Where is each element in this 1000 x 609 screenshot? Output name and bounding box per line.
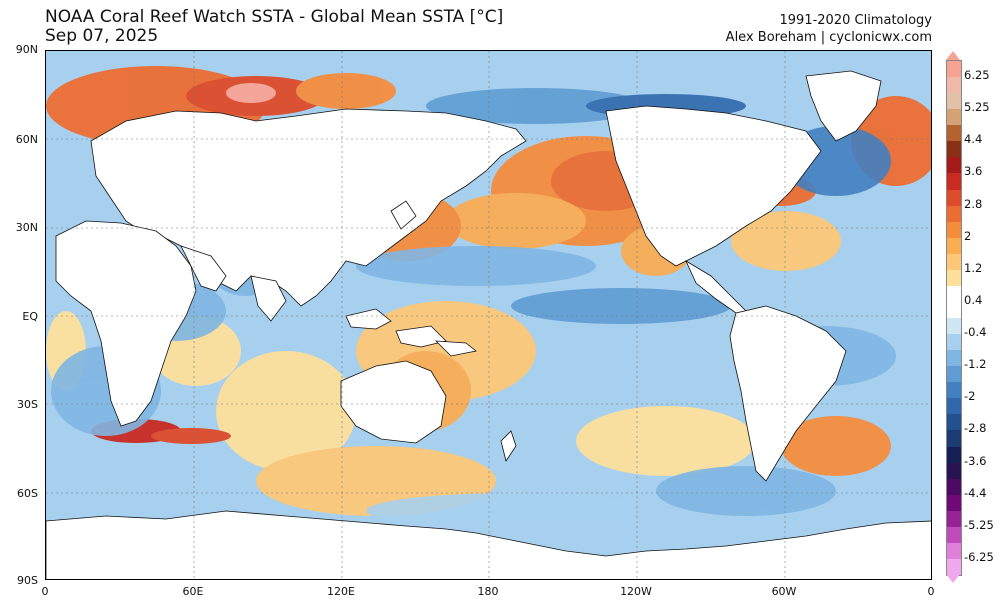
- colorbar-segment: [947, 542, 961, 559]
- colorbar-segment: [947, 382, 961, 399]
- colorbar-segment: [947, 253, 961, 270]
- colorbar-segment: [947, 510, 961, 527]
- colorbar-tick-label: 2.8: [964, 196, 983, 211]
- chart-title: NOAA Coral Reef Watch SSTA - Global Mean…: [45, 7, 504, 27]
- colorbar-tick-label: -6.25: [964, 549, 994, 564]
- colorbar-segment: [947, 462, 961, 479]
- colorbar-tick-label: -4.4: [964, 485, 987, 500]
- colorbar-segment: [947, 301, 961, 318]
- colorbar-tick-label: -2.8: [964, 421, 987, 436]
- colorbar-segment: [947, 205, 961, 222]
- graticule: [46, 51, 931, 579]
- colorbar-segment: [947, 526, 961, 543]
- colorbar-segment: [947, 334, 961, 351]
- colorbar-segment: [947, 414, 961, 431]
- colorbar-tick-label: 0.4: [964, 292, 983, 307]
- lon-label-0: 0: [41, 585, 49, 598]
- colorbar-tick-label: 5.25: [964, 100, 990, 115]
- colorbar-segment: [947, 478, 961, 495]
- chart-date: Sep 07, 2025: [45, 26, 159, 46]
- lon-label-120w: 120W: [620, 585, 652, 598]
- colorbar-bottom-arrow: [946, 574, 960, 583]
- chart-credits: 1991-2020 Climatology Alex Boreham | cyc…: [726, 12, 932, 46]
- lon-label-120e: 120E: [327, 585, 355, 598]
- colorbar-tick-label: -1.2: [964, 357, 987, 372]
- colorbar-segment: [947, 173, 961, 190]
- lon-label-60e: 60E: [182, 585, 204, 598]
- colorbar-segment: [947, 93, 961, 110]
- colorbar-segment: [947, 558, 961, 575]
- lon-label-0-east: 0: [927, 585, 935, 598]
- colorbar: [946, 60, 962, 576]
- climatology-label: 1991-2020 Climatology: [779, 13, 932, 28]
- ssta-map: [45, 50, 932, 580]
- colorbar-tick-label: 2: [964, 228, 972, 243]
- colorbar-tick-label: 3.6: [964, 164, 983, 179]
- lat-label-60s: 60S: [17, 487, 38, 500]
- colorbar-segment: [947, 446, 961, 463]
- colorbar-segment: [947, 221, 961, 238]
- lon-label-60w: 60W: [771, 585, 797, 598]
- colorbar-segment: [947, 237, 961, 254]
- colorbar-tick-label: 6.25: [964, 68, 990, 83]
- colorbar-segment: [947, 157, 961, 174]
- colorbar-tick-label: 1.2: [964, 260, 983, 275]
- lat-label-90s: 90S: [17, 574, 38, 587]
- colorbar-tick-label: 4.4: [964, 132, 983, 147]
- colorbar-tick-label: -0.4: [964, 325, 987, 340]
- colorbar-segment: [947, 285, 961, 302]
- lat-label-30s: 30S: [17, 398, 38, 411]
- lat-label-30n: 30N: [15, 221, 38, 234]
- lat-label-eq: EQ: [22, 310, 38, 323]
- land-masses: [46, 70, 931, 579]
- colorbar-segment: [947, 61, 961, 78]
- colorbar-segment: [947, 125, 961, 142]
- colorbar-segment: [947, 269, 961, 286]
- chart-title-block: NOAA Coral Reef Watch SSTA - Global Mean…: [45, 8, 503, 46]
- colorbar-tick-label: -3.6: [964, 453, 987, 468]
- colorbar-segment: [947, 189, 961, 206]
- lon-label-180: 180: [477, 585, 499, 598]
- colorbar-segment: [947, 77, 961, 94]
- colorbar-segment: [947, 141, 961, 158]
- colorbar-segment: [947, 109, 961, 126]
- author-credit: Alex Boreham | cyclonicwx.com: [725, 30, 932, 45]
- colorbar-segment: [947, 318, 961, 335]
- colorbar-tick-label: -5.25: [964, 517, 994, 532]
- colorbar-tick-label: -2: [964, 389, 976, 404]
- colorbar-segment: [947, 494, 961, 511]
- colorbar-segment: [947, 430, 961, 447]
- colorbar-segment: [947, 350, 961, 367]
- colorbar-segment: [947, 366, 961, 383]
- lat-label-90n: 90N: [15, 43, 38, 56]
- colorbar-top-arrow: [946, 51, 960, 60]
- lat-label-60n: 60N: [15, 133, 38, 146]
- colorbar-segment: [947, 398, 961, 415]
